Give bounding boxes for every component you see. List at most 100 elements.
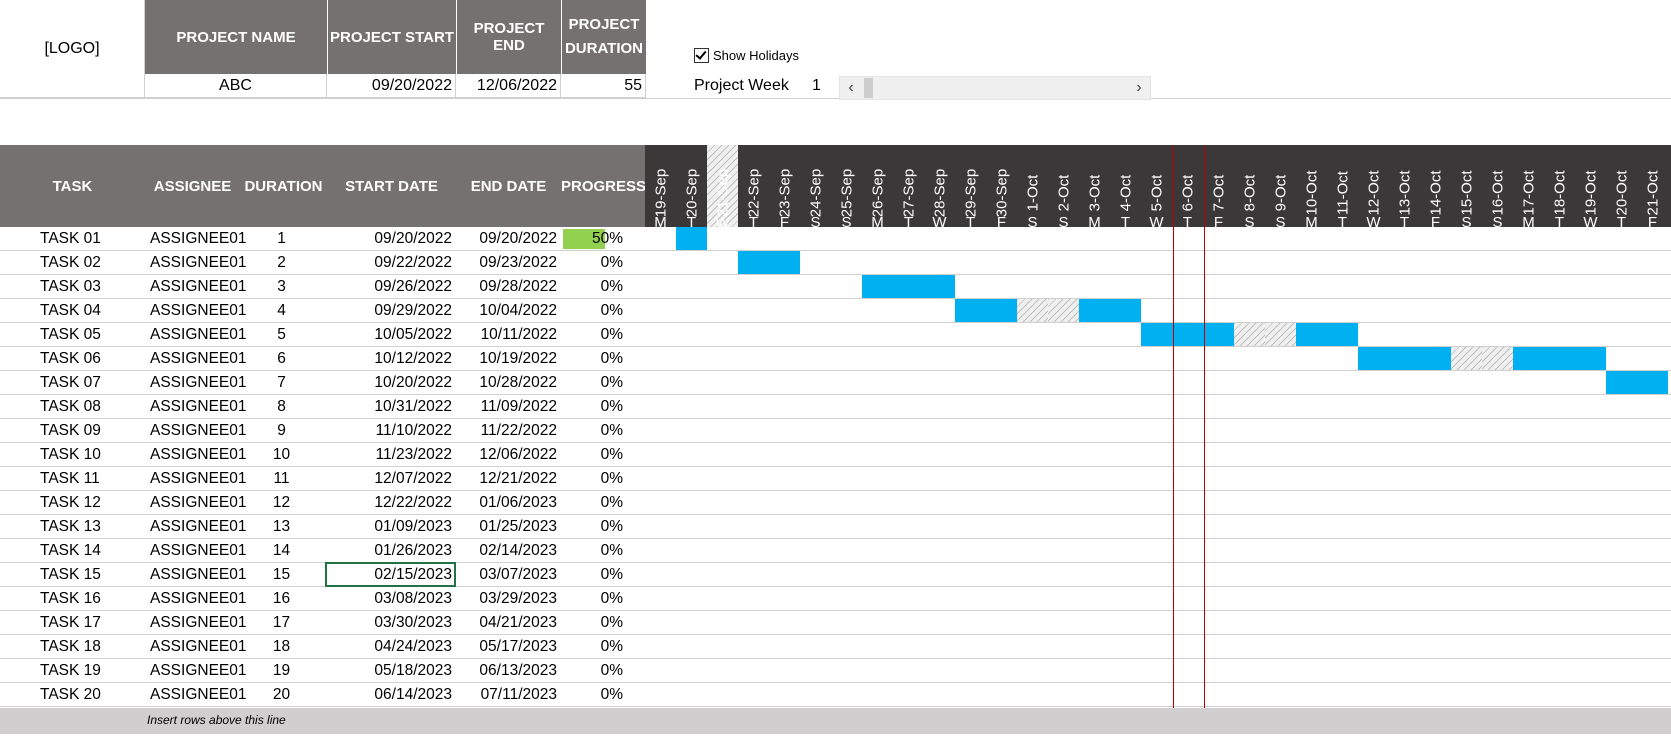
project-start-value[interactable]: 09/20/2022: [327, 74, 456, 98]
end-date-cell[interactable]: 03/29/2023: [479, 590, 557, 607]
task-name-cell[interactable]: TASK 06: [40, 350, 101, 367]
duration-cell[interactable]: 3: [277, 278, 286, 295]
start-date-cell[interactable]: 09/26/2022: [374, 278, 452, 295]
start-date-cell[interactable]: 06/14/2023: [374, 686, 452, 703]
duration-cell[interactable]: 10: [272, 446, 291, 463]
progress-cell[interactable]: 0%: [561, 564, 645, 586]
assignee-cell[interactable]: ASSIGNEE01: [150, 614, 247, 631]
duration-cell[interactable]: 13: [272, 518, 291, 535]
checkbox-box[interactable]: [694, 47, 709, 63]
duration-cell[interactable]: 9: [277, 422, 286, 439]
duration-cell[interactable]: 20: [272, 686, 291, 703]
duration-cell[interactable]: 14: [272, 542, 291, 559]
task-name-cell[interactable]: TASK 02: [40, 254, 101, 271]
assignee-cell[interactable]: ASSIGNEE01: [150, 566, 247, 583]
task-name-cell[interactable]: TASK 01: [40, 230, 101, 247]
task-name-cell[interactable]: TASK 07: [40, 374, 101, 391]
scroll-right-icon[interactable]: ›: [1136, 79, 1142, 96]
progress-cell[interactable]: 0%: [561, 612, 645, 634]
end-date-cell[interactable]: 12/21/2022: [479, 470, 557, 487]
progress-cell[interactable]: 0%: [561, 588, 645, 610]
end-date-cell[interactable]: 10/19/2022: [479, 350, 557, 367]
task-name-cell[interactable]: TASK 19: [40, 662, 101, 679]
task-name-cell[interactable]: TASK 10: [40, 446, 101, 463]
start-date-cell[interactable]: 09/29/2022: [374, 302, 452, 319]
task-name-cell[interactable]: TASK 16: [40, 590, 101, 607]
progress-cell[interactable]: 0%: [561, 276, 645, 298]
start-date-cell[interactable]: 03/08/2023: [374, 590, 452, 607]
task-name-cell[interactable]: TASK 14: [40, 542, 101, 559]
start-date-cell[interactable]: 01/26/2023: [374, 542, 452, 559]
end-date-cell[interactable]: 09/28/2022: [479, 278, 557, 295]
duration-cell[interactable]: 11: [273, 470, 290, 487]
end-date-cell[interactable]: 07/11/2023: [480, 686, 557, 703]
assignee-cell[interactable]: ASSIGNEE01: [150, 638, 247, 655]
assignee-cell[interactable]: ASSIGNEE01: [150, 230, 247, 247]
start-date-cell[interactable]: 05/18/2023: [374, 662, 452, 679]
assignee-cell[interactable]: ASSIGNEE01: [150, 350, 247, 367]
task-name-cell[interactable]: TASK 05: [40, 326, 101, 343]
end-date-cell[interactable]: 05/17/2023: [479, 638, 557, 655]
progress-cell[interactable]: 0%: [561, 300, 645, 322]
duration-cell[interactable]: 1: [277, 230, 286, 247]
end-date-cell[interactable]: 12/06/2022: [479, 446, 557, 463]
project-week-scrollbar[interactable]: ‹ ›: [839, 76, 1151, 100]
task-name-cell[interactable]: TASK 12: [40, 494, 101, 511]
task-name-cell[interactable]: TASK 08: [40, 398, 101, 415]
assignee-cell[interactable]: ASSIGNEE01: [150, 494, 247, 511]
task-name-cell[interactable]: TASK 09: [40, 422, 101, 439]
end-date-cell[interactable]: 04/21/2023: [479, 614, 557, 631]
end-date-cell[interactable]: 11/09/2022: [480, 398, 557, 415]
progress-cell[interactable]: 0%: [561, 420, 645, 442]
end-date-cell[interactable]: 11/22/2022: [480, 422, 557, 439]
progress-cell[interactable]: 0%: [561, 636, 645, 658]
task-name-cell[interactable]: TASK 20: [40, 686, 101, 703]
progress-cell[interactable]: 0%: [561, 660, 645, 682]
progress-cell[interactable]: 0%: [561, 684, 645, 706]
progress-cell[interactable]: 0%: [561, 252, 645, 274]
assignee-cell[interactable]: ASSIGNEE01: [150, 254, 247, 271]
progress-cell[interactable]: 0%: [561, 444, 645, 466]
project-end-value[interactable]: 12/06/2022: [456, 74, 561, 98]
duration-cell[interactable]: 18: [272, 638, 291, 655]
scroll-thumb[interactable]: [864, 78, 873, 98]
assignee-cell[interactable]: ASSIGNEE01: [150, 686, 247, 703]
task-name-cell[interactable]: TASK 15: [40, 566, 101, 583]
assignee-cell[interactable]: ASSIGNEE01: [150, 422, 247, 439]
start-date-cell[interactable]: 09/22/2022: [374, 254, 452, 271]
project-duration-value[interactable]: 55: [561, 74, 646, 98]
progress-cell[interactable]: 0%: [561, 324, 645, 346]
assignee-cell[interactable]: ASSIGNEE01: [150, 326, 247, 343]
start-date-cell[interactable]: 11/23/2022: [375, 446, 452, 463]
project-name-value[interactable]: ABC: [145, 74, 327, 98]
start-date-cell[interactable]: 10/31/2022: [374, 398, 452, 415]
start-date-cell[interactable]: 10/05/2022: [374, 326, 452, 343]
duration-cell[interactable]: 15: [272, 566, 291, 583]
progress-cell[interactable]: 0%: [561, 540, 645, 562]
end-date-cell[interactable]: 10/04/2022: [479, 302, 557, 319]
duration-cell[interactable]: 16: [272, 590, 291, 607]
start-date-cell[interactable]: 11/10/2022: [375, 422, 452, 439]
assignee-cell[interactable]: ASSIGNEE01: [150, 662, 247, 679]
duration-cell[interactable]: 6: [277, 350, 286, 367]
assignee-cell[interactable]: ASSIGNEE01: [150, 398, 247, 415]
start-date-cell[interactable]: 04/24/2023: [374, 638, 452, 655]
start-date-cell[interactable]: 12/22/2022: [374, 494, 452, 511]
start-date-cell[interactable]: 03/30/2023: [374, 614, 452, 631]
progress-cell[interactable]: 0%: [561, 492, 645, 514]
start-date-cell[interactable]: 09/20/2022: [374, 230, 452, 247]
progress-cell[interactable]: 50%: [561, 228, 645, 250]
assignee-cell[interactable]: ASSIGNEE01: [150, 518, 247, 535]
duration-cell[interactable]: 4: [277, 302, 286, 319]
task-name-cell[interactable]: TASK 04: [40, 302, 101, 319]
duration-cell[interactable]: 5: [277, 326, 286, 343]
progress-cell[interactable]: 0%: [561, 372, 645, 394]
start-date-cell[interactable]: 12/07/2022: [374, 470, 452, 487]
task-name-cell[interactable]: TASK 13: [40, 518, 101, 535]
assignee-cell[interactable]: ASSIGNEE01: [150, 278, 247, 295]
end-date-cell[interactable]: 09/20/2022: [479, 230, 557, 247]
assignee-cell[interactable]: ASSIGNEE01: [150, 470, 247, 487]
task-name-cell[interactable]: TASK 17: [40, 614, 101, 631]
end-date-cell[interactable]: 10/11/2022: [480, 326, 557, 343]
start-date-cell[interactable]: 10/12/2022: [374, 350, 452, 367]
